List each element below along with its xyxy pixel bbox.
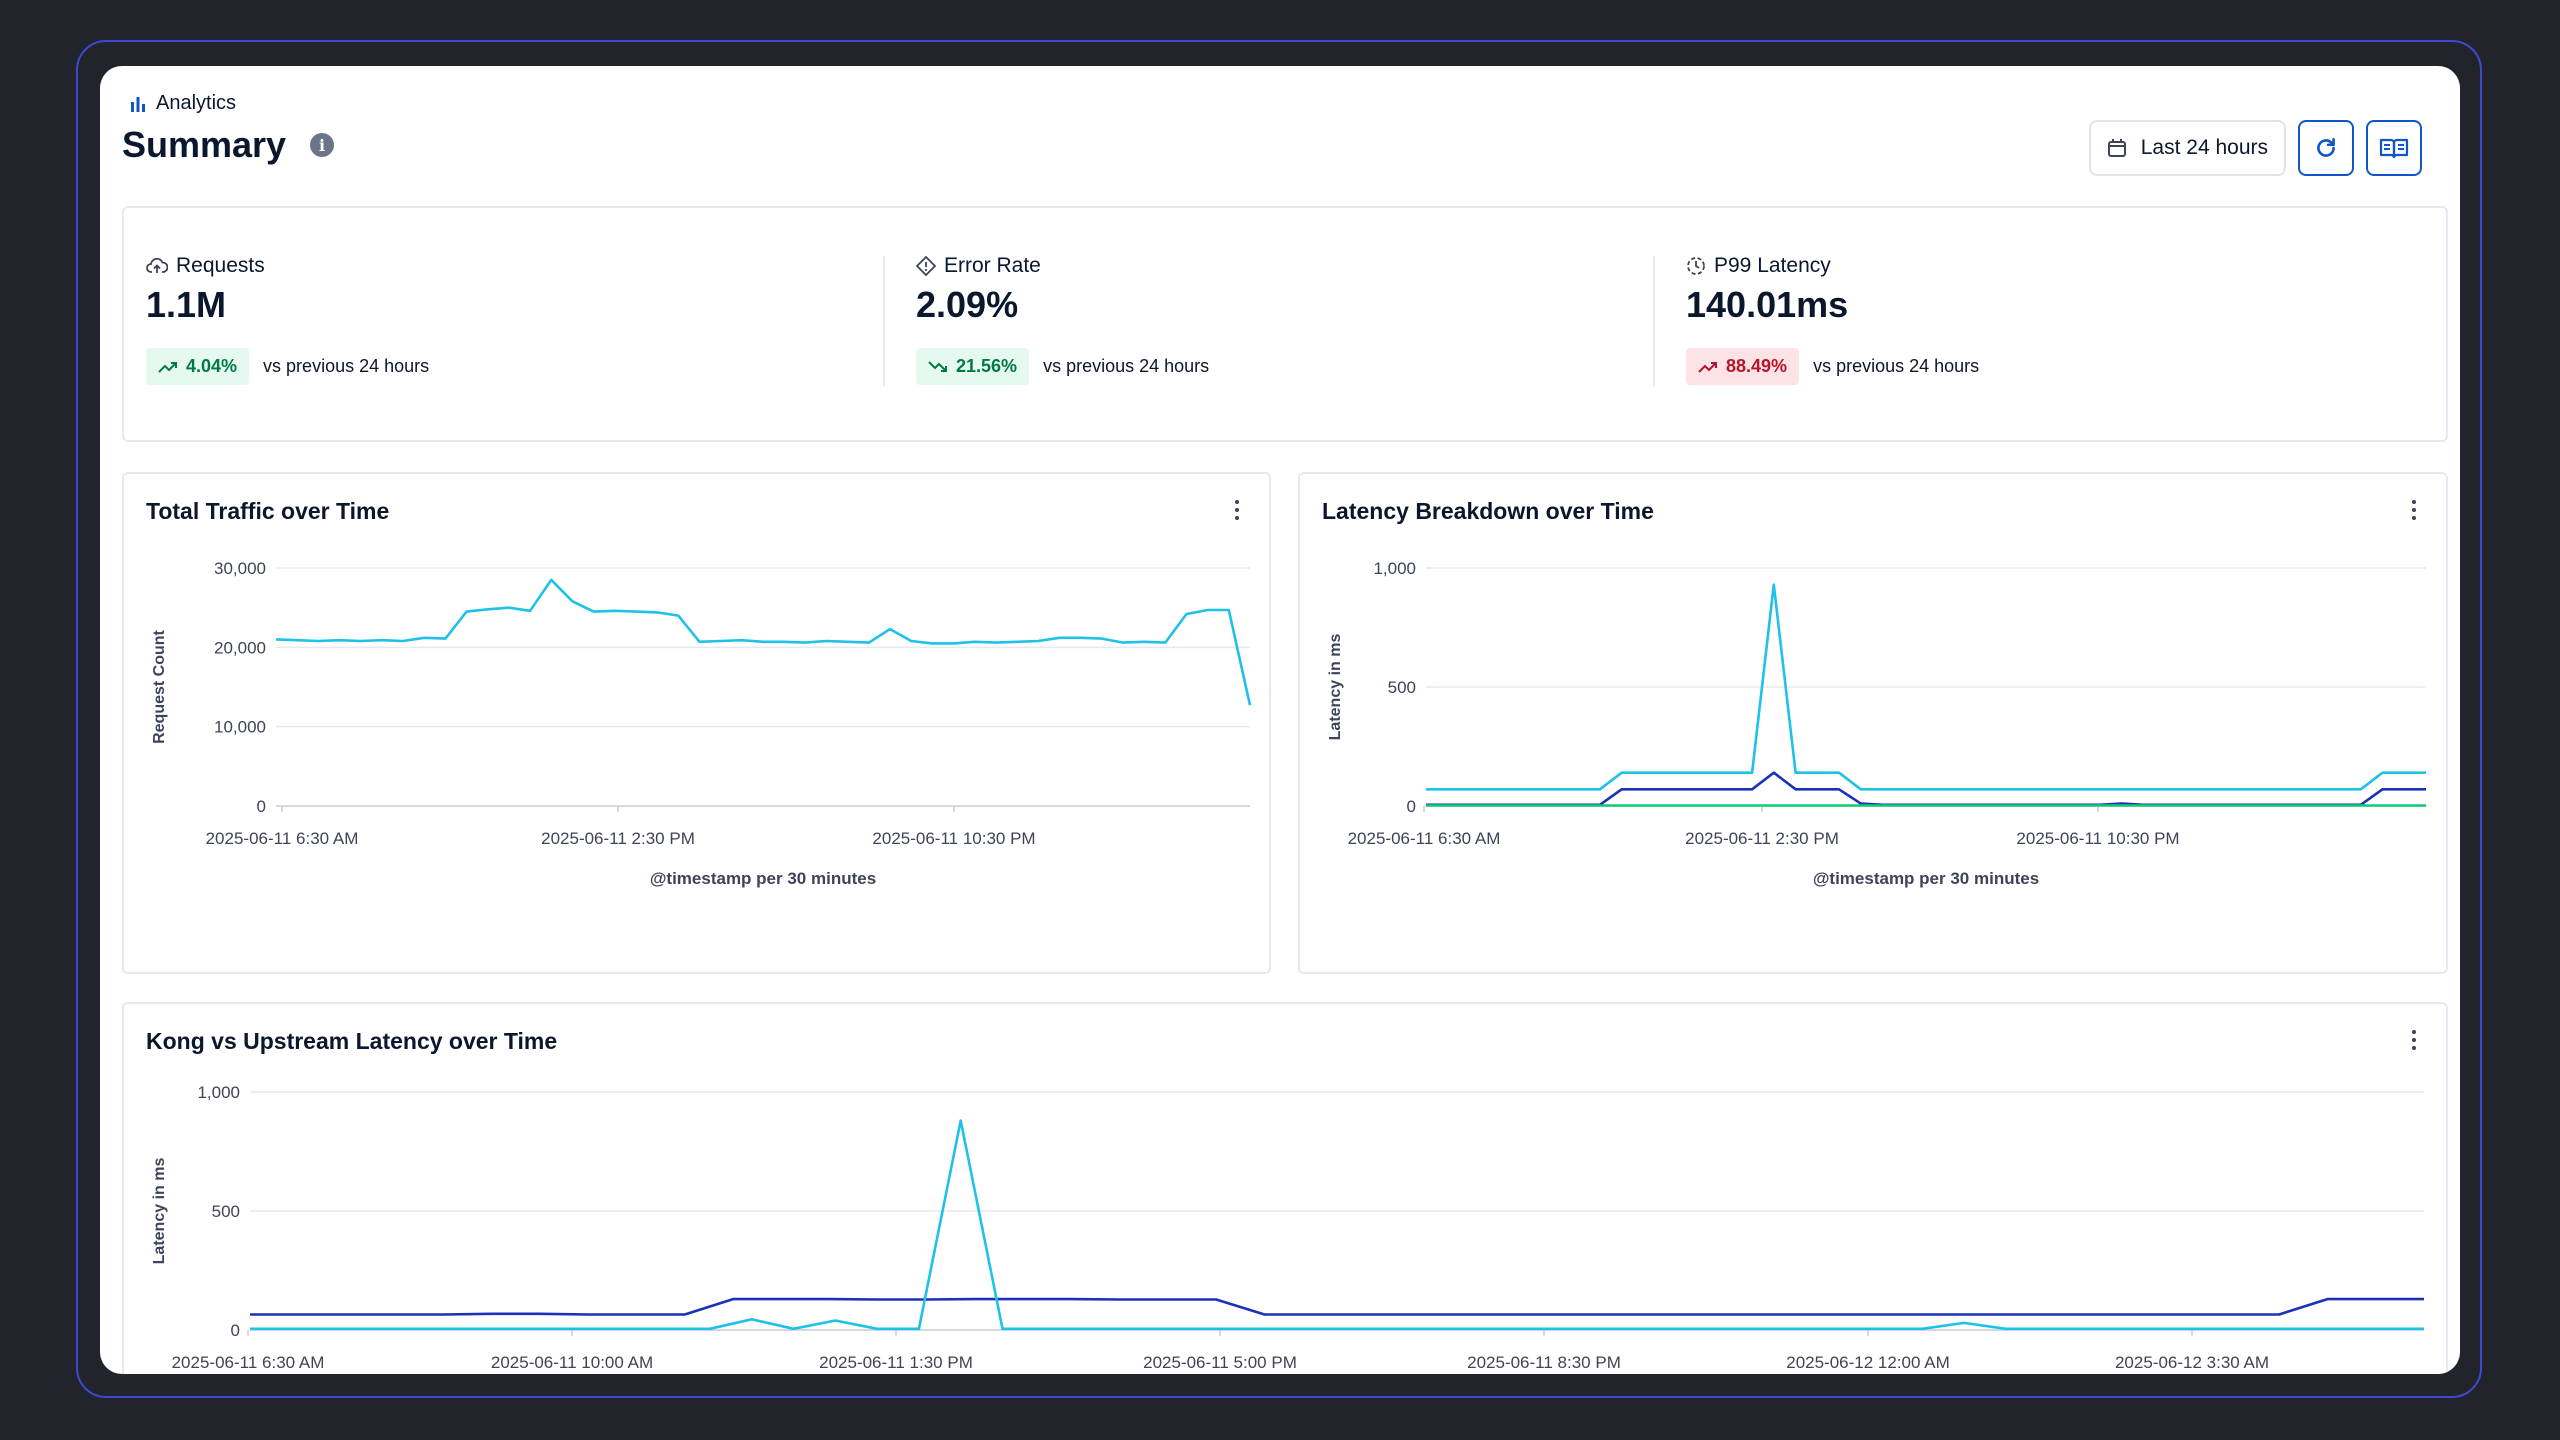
delta-value: 4.04% xyxy=(186,356,238,376)
analytics-panel: Analytics Summary i Last 24 hours Reques… xyxy=(100,66,2460,1374)
refresh-icon xyxy=(2317,138,2335,157)
trend-down-icon xyxy=(928,360,947,372)
stat-delta: 4.04% vs previous 24 hours xyxy=(146,348,846,385)
window-frame xyxy=(76,40,2482,1398)
x-tick-label: 2025-06-11 6:30 AM xyxy=(1348,829,1501,848)
x-tick-label: 2025-06-11 8:30 PM xyxy=(1467,1353,1621,1372)
y-tick-label: 10,000 xyxy=(214,718,266,737)
series-line xyxy=(250,1297,2424,1316)
traffic-chart-card: Total Traffic over Time 30,000 20,000 10,0… xyxy=(122,472,1271,974)
cloud-upload-icon xyxy=(146,257,168,273)
stat-value: 2.09% xyxy=(916,284,1019,325)
y-tick-label: 0 xyxy=(1407,797,1416,816)
docs-button[interactable] xyxy=(2366,120,2422,176)
page-title: Summary xyxy=(122,124,287,165)
stat-error-rate: Error Rate 2.09% 21.56% vs previous 24 h… xyxy=(916,254,1616,385)
delta-compare: vs previous 24 hours xyxy=(263,356,430,376)
delta-badge: 21.56% xyxy=(916,348,1030,385)
page-header: Summary i xyxy=(122,124,335,166)
latency-chart-card: Latency Breakdown over Time 1,000 500 0 Lat… xyxy=(1298,472,2448,974)
stat-value: 140.01ms xyxy=(1686,284,1849,325)
bar-chart-icon xyxy=(131,96,145,112)
y-axis-label: Request Count xyxy=(151,629,168,743)
x-tick-label: 2025-06-11 10:00 AM xyxy=(491,1353,653,1372)
more-options-icon[interactable] xyxy=(2412,1030,2418,1050)
delta-compare: vs previous 24 hours xyxy=(1813,356,1980,376)
stat-delta: 88.49% vs previous 24 hours xyxy=(1686,348,2386,385)
stat-value: 1.1M xyxy=(146,284,227,325)
refresh-button[interactable] xyxy=(2298,120,2354,176)
stat-label: P99 Latency xyxy=(1714,254,1831,277)
delta-badge: 4.04% xyxy=(146,348,250,385)
series-line xyxy=(250,1119,2424,1331)
stat-p99-latency: P99 Latency 140.01ms 88.49% vs previous … xyxy=(1686,254,2386,385)
stat-label-row: Requests xyxy=(146,254,846,278)
y-axis-label: Latency in ms xyxy=(1327,634,1344,741)
stat-delta: 21.56% vs previous 24 hours xyxy=(916,348,1616,385)
divider xyxy=(883,256,885,386)
time-range-label: Last 24 hours xyxy=(2140,136,2268,159)
y-tick-label: 1,000 xyxy=(197,1083,240,1102)
chart-title: Kong vs Upstream Latency over Time xyxy=(146,1028,558,1054)
trend-up-icon xyxy=(158,361,177,373)
x-tick-label: 2025-06-11 6:30 AM xyxy=(172,1353,325,1372)
stat-label-row: P99 Latency xyxy=(1686,254,2386,278)
delta-value: 21.56% xyxy=(956,356,1018,376)
diamond-warning-icon xyxy=(916,256,936,276)
stat-label-row: Error Rate xyxy=(916,254,1616,278)
x-axis-label: @timestamp per 30 minutes xyxy=(650,869,876,888)
x-tick-label: 2025-06-11 10:30 PM xyxy=(872,829,1035,848)
breadcrumb[interactable]: Analytics xyxy=(130,92,236,115)
y-axis-label: Latency in ms xyxy=(151,1158,168,1265)
chart-title: Total Traffic over Time xyxy=(146,498,390,524)
y-tick-label: 0 xyxy=(231,1321,240,1340)
kong-chart: 1,000 500 0 Latency in ms 2025-06-11 6:30 AM… xyxy=(151,1083,2424,1372)
chart-title: Latency Breakdown over Time xyxy=(1322,498,1654,524)
y-tick-label: 500 xyxy=(1388,678,1416,697)
y-tick-label: 0 xyxy=(257,797,266,816)
book-icon xyxy=(2379,138,2409,159)
latency-chart: 1,000 500 0 Latency in ms 2025-06-11 6:30 AM… xyxy=(1327,559,2426,888)
delta-compare: vs previous 24 hours xyxy=(1043,356,1210,376)
stat-label: Requests xyxy=(176,254,265,277)
clock-icon xyxy=(1687,257,1705,275)
x-tick-label: 2025-06-11 10:30 PM xyxy=(2016,829,2179,848)
delta-badge: 88.49% xyxy=(1686,348,1800,385)
x-tick-label: 2025-06-11 2:30 PM xyxy=(541,829,695,848)
traffic-chart: 30,000 20,000 10,000 0 Request Count 2025-06-… xyxy=(151,559,1252,888)
divider xyxy=(1653,256,1655,386)
series-line xyxy=(275,578,1252,706)
x-axis-label: @timestamp per 30 minutes xyxy=(1813,869,2039,888)
time-range-picker[interactable]: Last 24 hours xyxy=(2088,120,2286,176)
stat-requests: Requests 1.1M 4.04% vs previous 24 hours xyxy=(146,254,846,385)
x-tick-label: 2025-06-11 5:00 PM xyxy=(1143,1353,1297,1372)
more-options-icon[interactable] xyxy=(1235,500,1241,520)
x-tick-label: 2025-06-11 6:30 AM xyxy=(206,829,359,848)
delta-value: 88.49% xyxy=(1726,356,1788,376)
x-tick-label: 2025-06-11 1:30 PM xyxy=(819,1353,973,1372)
y-tick-label: 1,000 xyxy=(1373,559,1416,578)
y-tick-label: 20,000 xyxy=(214,638,266,657)
calendar-icon xyxy=(2107,139,2126,157)
kong-chart-card: Kong vs Upstream Latency over Time 1,000… xyxy=(122,1002,2448,1374)
breadcrumb-label: Analytics xyxy=(156,92,237,114)
x-tick-label: 2025-06-12 3:30 AM xyxy=(2115,1353,2269,1372)
more-options-icon[interactable] xyxy=(2412,500,2418,520)
series-line xyxy=(1426,583,2426,791)
stat-label: Error Rate xyxy=(944,254,1041,277)
trend-up-icon xyxy=(1698,361,1717,373)
summary-stats-card: Requests 1.1M 4.04% vs previous 24 hours… xyxy=(122,206,2448,442)
x-tick-label: 2025-06-12 12:00 AM xyxy=(1786,1353,1950,1372)
y-tick-label: 500 xyxy=(212,1202,240,1221)
info-icon[interactable]: i xyxy=(310,133,335,157)
toolbar: Last 24 hours xyxy=(2088,120,2422,176)
y-tick-label: 30,000 xyxy=(214,559,266,578)
x-tick-label: 2025-06-11 2:30 PM xyxy=(1685,829,1839,848)
